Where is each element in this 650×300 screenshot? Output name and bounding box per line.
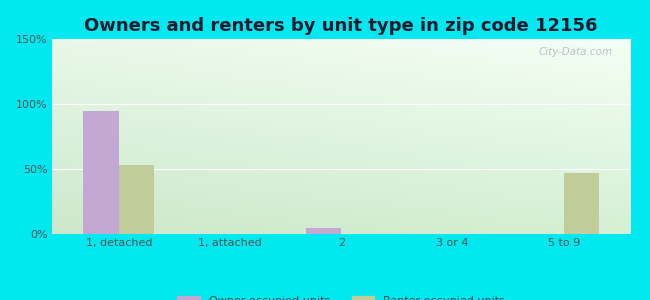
Legend: Owner occupied units, Renter occupied units: Owner occupied units, Renter occupied un… <box>173 292 510 300</box>
Bar <box>306 227 341 234</box>
Bar <box>83 110 119 234</box>
Bar <box>564 173 599 234</box>
Title: Owners and renters by unit type in zip code 12156: Owners and renters by unit type in zip c… <box>84 17 598 35</box>
Bar <box>119 165 154 234</box>
Text: City-Data.com: City-Data.com <box>539 47 613 57</box>
